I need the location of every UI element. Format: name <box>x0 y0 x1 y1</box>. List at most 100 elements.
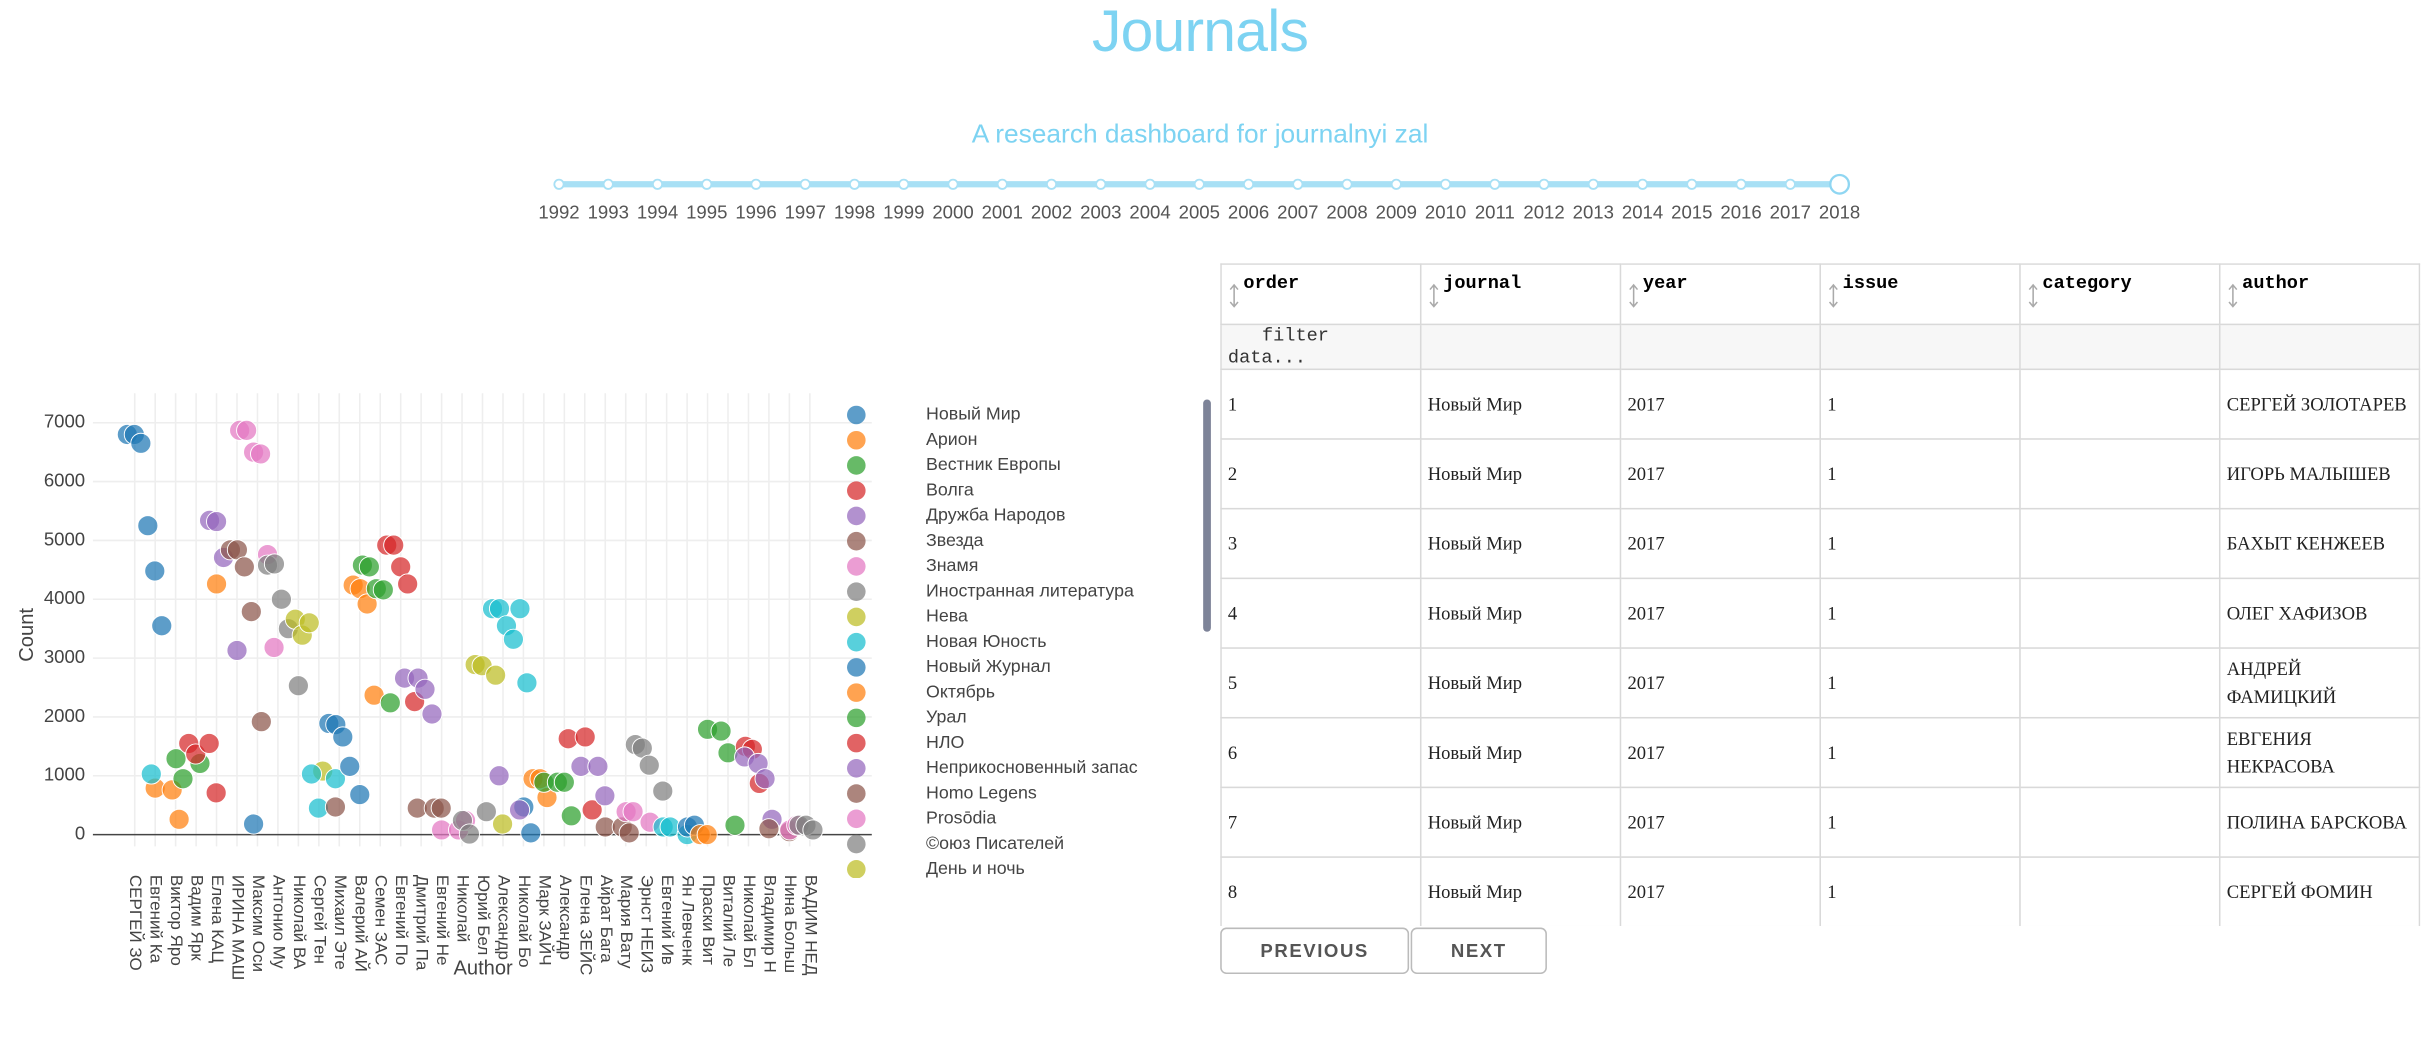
column-header[interactable]: author <box>2218 263 2421 326</box>
slider-dot[interactable] <box>898 178 910 190</box>
slider-label[interactable]: 2017 <box>1770 202 1811 223</box>
slider-dot[interactable] <box>1193 178 1205 190</box>
slider-label[interactable]: 2015 <box>1671 202 1712 223</box>
legend-marker[interactable] <box>847 834 866 854</box>
legend-marker[interactable] <box>847 708 866 728</box>
slider-dot[interactable] <box>799 178 811 190</box>
legend-label[interactable]: Урал <box>926 707 967 727</box>
filter-cell[interactable] <box>1819 323 2021 371</box>
slider-label[interactable]: 2012 <box>1523 202 1564 223</box>
slider-label[interactable]: 1999 <box>883 202 924 223</box>
slider-label[interactable]: 2004 <box>1129 202 1170 223</box>
legend-label[interactable]: Волга <box>926 479 974 499</box>
legend-marker[interactable] <box>847 658 866 677</box>
previous-button[interactable]: PREVIOUS <box>1220 927 1410 974</box>
slider-dot[interactable] <box>1242 178 1255 190</box>
slider-dot[interactable] <box>1439 178 1452 190</box>
slider-label[interactable]: 2010 <box>1425 202 1466 223</box>
filter-cell[interactable] <box>1419 323 1622 371</box>
column-header[interactable]: year <box>1619 263 1822 326</box>
legend-label[interactable]: Иностранная литература <box>926 580 1134 600</box>
slider-label[interactable]: 2005 <box>1179 202 1220 223</box>
legend-marker[interactable] <box>847 784 866 803</box>
slider-dot[interactable] <box>1587 178 1599 190</box>
sort-icon[interactable] <box>1827 279 1839 313</box>
slider-label[interactable]: 1995 <box>686 202 727 223</box>
column-header[interactable]: issue <box>1819 263 2021 326</box>
next-button[interactable]: NEXT <box>1410 927 1547 974</box>
sort-icon[interactable] <box>2027 279 2039 313</box>
legend-label[interactable]: Дружба Народов <box>926 505 1065 525</box>
slider-label[interactable]: 2001 <box>982 202 1023 223</box>
slider-label[interactable]: 2009 <box>1376 202 1417 223</box>
slider-label[interactable]: 2000 <box>932 202 973 223</box>
slider-dot[interactable] <box>848 178 861 190</box>
slider-dot[interactable] <box>996 178 1008 190</box>
sort-icon[interactable] <box>2227 279 2239 313</box>
legend-marker[interactable] <box>847 557 866 576</box>
legend-label[interactable]: НЛО <box>926 732 964 752</box>
legend-label[interactable]: Вестник Европы <box>926 454 1061 474</box>
legend-marker[interactable] <box>847 607 866 627</box>
slider-dot[interactable] <box>1292 178 1304 190</box>
slider-label[interactable]: 2016 <box>1720 202 1761 223</box>
slider-label[interactable]: 2018 <box>1819 202 1860 223</box>
slider-dot[interactable] <box>750 178 762 190</box>
legend-label[interactable]: Homo Legens <box>926 782 1037 802</box>
legend-marker[interactable] <box>847 809 866 829</box>
legend-marker[interactable] <box>847 506 866 526</box>
legend-label[interactable]: День и ночь <box>926 858 1025 878</box>
slider-dot[interactable] <box>1636 178 1649 190</box>
slider-label[interactable]: 1997 <box>785 202 826 223</box>
legend-marker[interactable] <box>847 860 866 879</box>
slider-dot[interactable] <box>1538 178 1550 190</box>
slider-label[interactable]: 2002 <box>1031 202 1072 223</box>
filter-placeholder[interactable]: filter data... <box>1227 325 1329 369</box>
legend-marker[interactable] <box>847 405 866 425</box>
legend-marker[interactable] <box>847 531 866 551</box>
slider-handle[interactable] <box>1829 173 1851 195</box>
slider-dot[interactable] <box>602 178 614 190</box>
slider-label[interactable]: 2003 <box>1080 202 1121 223</box>
legend-marker[interactable] <box>847 632 866 652</box>
legend-label[interactable]: Новый Журнал <box>926 656 1051 676</box>
slider-label[interactable]: 1996 <box>735 202 776 223</box>
legend-label[interactable]: Prosōdia <box>926 808 996 828</box>
slider-dot[interactable] <box>1784 178 1796 190</box>
sort-icon[interactable] <box>1627 279 1639 313</box>
legend-marker[interactable] <box>847 733 866 753</box>
legend-label[interactable]: Неприкосновенный запас <box>926 757 1138 777</box>
slider-dot[interactable] <box>1095 178 1107 190</box>
slider-dot[interactable] <box>553 178 565 190</box>
legend-label[interactable]: Арион <box>926 429 977 449</box>
column-header[interactable]: order <box>1220 263 1422 326</box>
legend-marker[interactable] <box>847 456 866 475</box>
legend-marker[interactable] <box>847 683 866 702</box>
year-slider[interactable]: 1992 1993 1994 1995 1996 1997 1998 1999 2000 2001… <box>0 0 2428 248</box>
slider-dot[interactable] <box>1390 178 1402 190</box>
slider-dot[interactable] <box>947 178 959 190</box>
legend-marker[interactable] <box>847 582 866 601</box>
slider-label[interactable]: 2014 <box>1622 202 1663 223</box>
column-header[interactable]: category <box>2019 263 2221 326</box>
slider-dot[interactable] <box>1735 178 1747 190</box>
sort-icon[interactable] <box>1428 279 1440 313</box>
filter-cell[interactable] <box>2019 323 2221 371</box>
legend-marker[interactable] <box>847 759 866 778</box>
slider-label[interactable]: 1992 <box>538 202 579 223</box>
legend-marker[interactable] <box>847 430 866 450</box>
legend-label[interactable]: Октябрь <box>926 681 995 701</box>
slider-label[interactable]: 2006 <box>1228 202 1269 223</box>
slider-label[interactable]: 1993 <box>588 202 629 223</box>
slider-dot[interactable] <box>1489 178 1501 190</box>
slider-label[interactable]: 2011 <box>1475 202 1515 223</box>
slider-dot[interactable] <box>1045 178 1058 190</box>
slider-label[interactable]: 2007 <box>1277 202 1318 223</box>
legend-label[interactable]: Знамя <box>926 555 978 575</box>
slider-label[interactable]: 2008 <box>1326 202 1367 223</box>
slider-label[interactable]: 2013 <box>1573 202 1614 223</box>
legend-label[interactable]: Звезда <box>926 530 984 550</box>
legend-label[interactable]: Новый Мир <box>926 404 1021 424</box>
slider-dot[interactable] <box>651 178 664 190</box>
legend-label[interactable]: Новая Юность <box>926 631 1047 651</box>
